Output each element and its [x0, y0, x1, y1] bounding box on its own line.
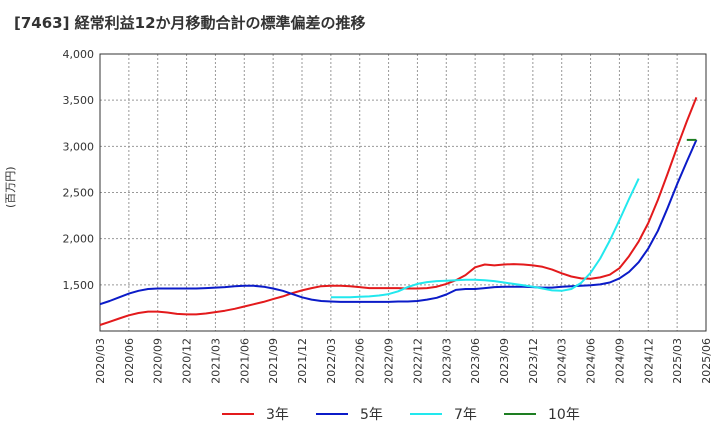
x-tick-label: 2024/09 — [613, 338, 626, 384]
x-tick-label: 2021/06 — [238, 338, 251, 384]
legend-label: 3年 — [266, 407, 289, 423]
series-line — [330, 178, 640, 299]
y-tick-label: 3,000 — [63, 140, 95, 153]
x-tick-label: 2020/03 — [94, 338, 107, 384]
x-tick-label: 2022/12 — [411, 338, 424, 384]
y-tick-label: 2,000 — [63, 233, 95, 246]
y-tick-label: 1,500 — [63, 279, 95, 292]
x-tick-label: 2023/06 — [469, 338, 482, 384]
x-tick-label: 2022/06 — [354, 338, 367, 384]
legend-label: 10年 — [548, 407, 580, 423]
series-line — [99, 139, 698, 306]
legend-label: 7年 — [454, 407, 477, 423]
x-tick-label: 2020/12 — [181, 338, 194, 384]
y-tick-label: 3,500 — [63, 94, 95, 107]
y-tick-label: 4,000 — [63, 48, 95, 61]
x-tick-label: 2020/09 — [152, 338, 165, 384]
x-tick-label: 2021/09 — [267, 338, 280, 384]
x-tick-label: 2022/09 — [383, 338, 396, 384]
x-tick-label: 2023/09 — [498, 338, 511, 384]
x-tick-label: 2024/03 — [556, 338, 569, 384]
x-tick-label: 2021/12 — [296, 338, 309, 384]
chart-title: [7463] 経常利益12か月移動合計の標準偏差の推移 — [14, 14, 366, 32]
series-line — [99, 97, 698, 326]
x-tick-label: 2024/06 — [585, 338, 598, 384]
x-tick-label: 2025/06 — [700, 338, 713, 384]
x-tick-label: 2022/03 — [325, 338, 338, 384]
x-tick-label: 2023/12 — [527, 338, 540, 384]
x-tick-label: 2025/03 — [671, 338, 684, 384]
x-tick-label: 2020/06 — [123, 338, 136, 384]
x-tick-label: 2024/12 — [642, 338, 655, 384]
plot-area — [99, 53, 707, 332]
y-tick-label: 2,500 — [63, 187, 95, 200]
x-tick-label: 2023/03 — [440, 338, 453, 384]
legend-label: 5年 — [360, 407, 383, 423]
x-tick-label: 2021/03 — [209, 338, 222, 384]
